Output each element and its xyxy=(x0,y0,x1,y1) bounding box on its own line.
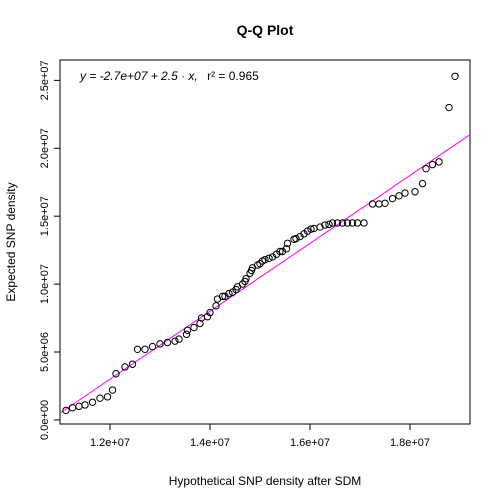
data-point xyxy=(368,200,377,208)
data-point xyxy=(225,289,233,298)
data-point xyxy=(418,179,427,188)
data-point xyxy=(242,274,250,283)
data-point xyxy=(375,200,383,208)
r-squared-text: r² = 0.965 xyxy=(207,69,259,83)
data-point xyxy=(203,313,212,321)
x-axis-label: Hypothetical SNP density after SDM xyxy=(169,474,362,488)
y-tick-label: 2.5e+07 xyxy=(39,60,51,100)
data-point xyxy=(218,292,227,301)
fit-line xyxy=(59,134,471,414)
data-point xyxy=(435,158,443,166)
data-point xyxy=(333,219,342,227)
data-point xyxy=(96,394,104,402)
data-point xyxy=(133,345,142,353)
y-tick-label: 5.0e+06 xyxy=(39,332,51,372)
y-tick-label: 1.5e+07 xyxy=(39,196,51,236)
data-point xyxy=(276,247,284,256)
data-point xyxy=(381,199,389,207)
data-point xyxy=(360,219,368,227)
data-point xyxy=(325,220,333,229)
plot-frame xyxy=(59,59,471,425)
data-point xyxy=(175,335,183,343)
x-tick-label: 1.6e+07 xyxy=(290,437,330,449)
data-point xyxy=(261,255,269,264)
data-point xyxy=(321,221,329,229)
chart-title: Q-Q Plot xyxy=(237,22,294,38)
data-point xyxy=(395,192,403,200)
y-axis: 0.0e+00 5.0e+06 1.0e+07 1.5e+07 2.0e+07 2.5e+… xyxy=(39,60,60,440)
data-point xyxy=(388,194,397,203)
data-point xyxy=(103,393,112,401)
data-point xyxy=(206,308,214,317)
regression-equation: y = -2.7e+07 + 2.5 · x, r² = 0.965 xyxy=(79,69,259,83)
data-point xyxy=(411,188,419,196)
data-point xyxy=(88,398,97,406)
y-tick-label: 0.0e+00 xyxy=(39,400,51,440)
y-tick-label: 2.0e+07 xyxy=(39,128,51,168)
data-point xyxy=(196,319,204,328)
x-tick-label: 1.8e+07 xyxy=(390,437,430,449)
x-tick-label: 1.2e+07 xyxy=(90,437,130,449)
data-point xyxy=(190,323,198,332)
scatter-points xyxy=(62,72,459,415)
data-point xyxy=(148,342,157,351)
data-point xyxy=(62,406,70,415)
data-point xyxy=(75,402,83,411)
data-point xyxy=(108,386,117,394)
data-point xyxy=(163,338,172,347)
equation-text: y = -2.7e+07 + 2.5 · x, xyxy=(79,69,198,83)
data-point xyxy=(265,254,273,262)
data-point xyxy=(307,225,315,233)
data-point xyxy=(182,330,191,339)
data-point xyxy=(171,337,179,345)
data-point xyxy=(183,326,192,334)
data-point xyxy=(81,401,89,409)
data-point xyxy=(428,160,437,169)
data-point xyxy=(338,219,347,227)
data-point xyxy=(328,219,337,227)
data-point xyxy=(451,72,459,80)
data-point xyxy=(292,234,300,243)
data-point xyxy=(348,219,357,227)
data-point xyxy=(212,302,220,310)
y-tick-label: 1.0e+07 xyxy=(39,264,51,304)
data-point xyxy=(445,103,453,112)
data-point xyxy=(283,239,292,248)
data-point xyxy=(68,404,77,412)
data-point xyxy=(343,219,352,227)
data-point xyxy=(156,340,164,348)
data-point xyxy=(128,360,137,368)
data-point xyxy=(282,245,291,253)
data-point xyxy=(316,223,324,231)
x-axis: 1.2e+07 1.4e+07 1.6e+07 1.8e+07 xyxy=(90,424,430,449)
data-point xyxy=(141,345,149,353)
data-point xyxy=(422,164,430,173)
y-axis-label: Expected SNP density xyxy=(4,182,18,301)
data-point xyxy=(112,370,120,378)
data-point xyxy=(401,189,409,197)
x-tick-label: 1.4e+07 xyxy=(190,437,230,449)
data-point xyxy=(121,363,129,371)
